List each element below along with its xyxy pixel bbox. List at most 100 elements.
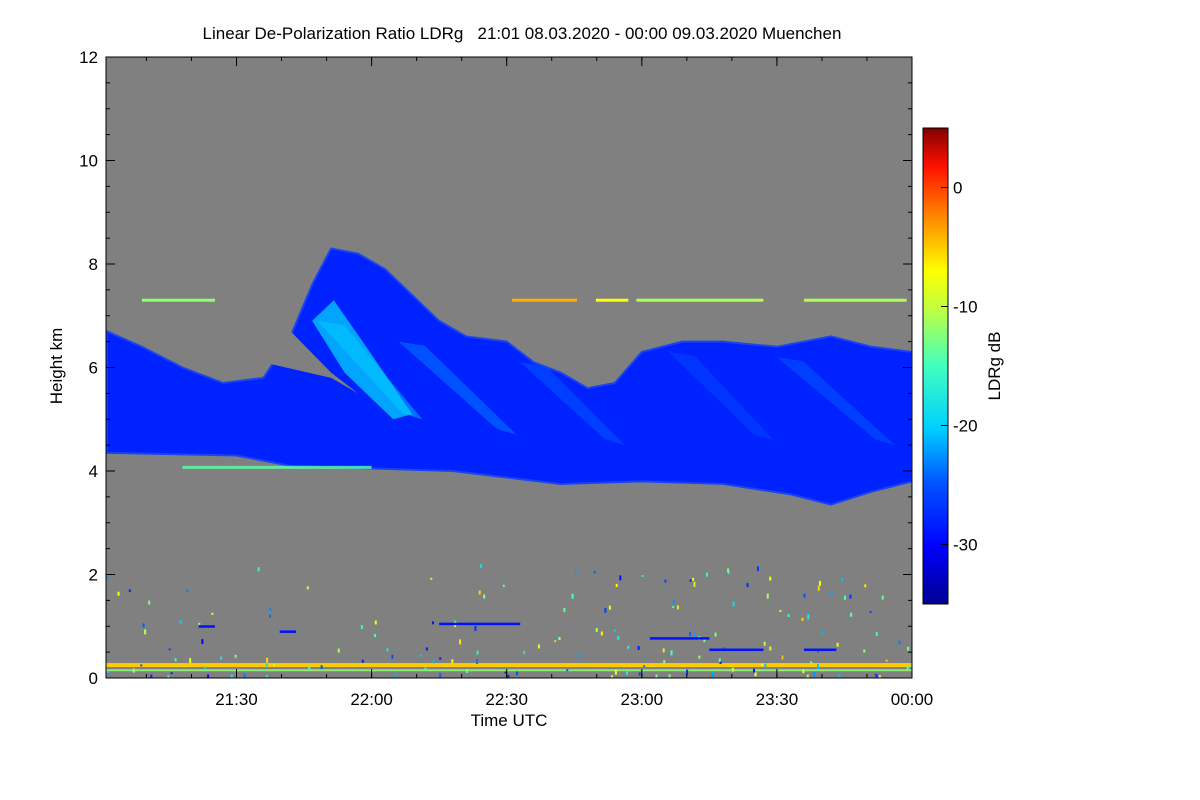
speckle: [820, 630, 823, 635]
speckle: [571, 593, 574, 599]
x-tick-label: 23:30: [756, 690, 799, 709]
speckle: [731, 667, 734, 672]
near-surface-layer: [106, 663, 912, 668]
speckle: [360, 625, 363, 630]
streak-core: [312, 300, 413, 420]
speckle: [579, 654, 582, 658]
speckle: [643, 665, 646, 668]
speckle: [374, 633, 377, 637]
y-tick-label: 6: [89, 359, 98, 378]
speckle: [430, 577, 433, 580]
speckle: [128, 589, 131, 593]
speckle: [719, 660, 722, 664]
speckle: [869, 611, 872, 614]
plot-content: [106, 247, 912, 678]
speckle: [672, 606, 675, 609]
speckle: [641, 575, 644, 578]
speckle: [627, 645, 630, 649]
y-tick-label: 2: [89, 566, 98, 585]
x-axis-label: Time UTC: [471, 711, 548, 730]
speckle: [906, 666, 909, 670]
speckle: [483, 594, 486, 599]
speckle: [424, 667, 427, 671]
speckle: [613, 629, 616, 632]
speckle: [705, 572, 708, 577]
speckle: [692, 577, 695, 581]
speckle: [220, 656, 223, 660]
speckle: [439, 657, 442, 660]
speckle: [507, 674, 510, 678]
x-tick-label: 21:30: [215, 690, 258, 709]
speckle: [754, 672, 757, 677]
speckle: [106, 575, 109, 579]
colorbar-tick-label: -10: [953, 298, 978, 317]
speckle: [779, 609, 782, 612]
speckle: [266, 657, 269, 663]
speckle: [801, 617, 804, 621]
speckle: [361, 659, 364, 663]
speckle: [898, 640, 901, 645]
elevated-layer-segment-3: [595, 298, 629, 302]
speckle: [198, 622, 201, 625]
speckle: [732, 601, 735, 607]
speckle: [615, 583, 618, 587]
elevated-layer-segment-5: [803, 298, 907, 302]
speckle: [117, 591, 120, 596]
speckle: [337, 648, 340, 653]
speckle: [874, 673, 877, 676]
speckle: [908, 665, 911, 668]
speckle: [308, 665, 311, 670]
chart-title: Linear De-Polarization Ratio LDRg 21:01 …: [203, 24, 842, 43]
fall-streak-5: [776, 357, 895, 446]
x-tick-label: 23:00: [621, 690, 664, 709]
low-level-echo: [709, 648, 764, 652]
speckle: [432, 660, 435, 664]
speckle: [144, 629, 147, 635]
y-tick-label: 0: [89, 669, 98, 688]
speckle: [664, 579, 667, 583]
speckle: [269, 607, 272, 611]
speckle: [439, 672, 442, 678]
y-tick-label: 8: [89, 255, 98, 274]
speckle: [419, 654, 422, 657]
speckle: [816, 664, 819, 670]
speckle: [608, 605, 611, 610]
speckle: [265, 675, 268, 678]
cloud-layer: [106, 247, 912, 506]
fall-streak-3: [520, 362, 625, 446]
speckle: [451, 659, 454, 664]
speckle: [150, 674, 153, 678]
x-axis: 21:30 22:00 22:30 23:00 23:30 00:00: [145, 57, 934, 709]
speckle: [693, 581, 696, 587]
speckle: [663, 660, 666, 664]
y-axis: 0 2 4 6 8 10 12: [79, 48, 912, 688]
speckle: [830, 592, 833, 597]
speckle: [516, 671, 519, 676]
speckle: [655, 674, 658, 678]
low-level-echo: [803, 648, 837, 652]
speckle: [693, 633, 696, 638]
speckle: [836, 642, 839, 647]
near-surface-layer-lower: [106, 669, 912, 672]
x-tick-label: 00:00: [891, 690, 934, 709]
speckle: [459, 639, 462, 645]
colorbar-label: LDRg dB: [985, 332, 1004, 401]
speckle: [810, 661, 813, 665]
speckle: [689, 579, 692, 582]
speckle: [878, 675, 881, 678]
speckle: [807, 614, 810, 620]
speckle: [843, 595, 846, 600]
speckle: [595, 628, 598, 633]
elevated-layer-segment-1: [141, 298, 215, 302]
speckle: [727, 568, 730, 573]
speckle: [698, 655, 701, 659]
speckle: [566, 669, 569, 672]
speckle: [813, 671, 816, 677]
speckle: [875, 674, 878, 678]
speckle: [167, 675, 170, 678]
colorbar-tick-label: -20: [953, 417, 978, 436]
speckle: [504, 671, 507, 674]
low-level-echo: [439, 622, 521, 626]
speckle: [806, 674, 809, 678]
cloud-gap: [539, 320, 629, 371]
